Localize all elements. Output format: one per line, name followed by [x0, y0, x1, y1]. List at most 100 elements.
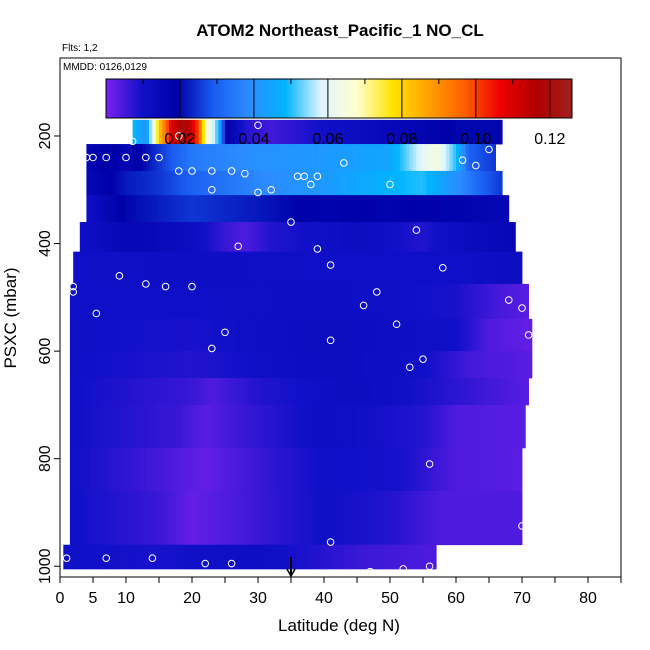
heatmap-cell — [370, 544, 374, 570]
heatmap-cell — [112, 170, 117, 196]
data-point — [234, 242, 242, 251]
heatmap-cell — [370, 378, 374, 406]
heatmap-cell — [234, 222, 239, 253]
heatmap-cell — [482, 351, 487, 379]
heatmap-cell — [357, 195, 361, 223]
heatmap-cell — [409, 170, 414, 196]
heatmap-cell — [383, 170, 388, 196]
heatmap-cell — [452, 222, 457, 253]
heatmap-cell — [234, 318, 239, 352]
heatmap-cell — [254, 318, 259, 352]
heatmap-cell — [231, 544, 236, 570]
heatmap-cell — [185, 378, 190, 406]
heatmap-cell — [182, 490, 186, 546]
heatmap-cell — [178, 318, 183, 352]
heatmap-cell — [416, 490, 421, 546]
heatmap-cell — [168, 195, 173, 223]
heatmap-cell — [132, 351, 137, 379]
heatmap-cell — [284, 447, 289, 492]
heatmap-cell — [109, 544, 114, 570]
heatmap-cell — [185, 251, 190, 285]
heatmap-cell — [380, 351, 384, 379]
heatmap-cell — [413, 195, 417, 223]
heatmap-cell — [310, 283, 315, 320]
heatmap-cell — [182, 378, 186, 406]
heatmap-cell — [456, 144, 460, 172]
heatmap-cell — [452, 119, 457, 145]
heatmap-cell — [83, 544, 87, 570]
heatmap-cell — [267, 195, 272, 223]
heatmap-cell — [479, 447, 483, 492]
heatmap-cell — [165, 404, 170, 449]
heatmap-cell — [129, 251, 133, 285]
heatmap-cell — [172, 447, 176, 492]
heatmap-cell — [152, 283, 157, 320]
heatmap-cell — [294, 251, 298, 285]
heatmap-cell — [139, 378, 143, 406]
heatmap-cell — [93, 378, 97, 406]
heatmap-cell — [168, 378, 173, 406]
heatmap-cell — [446, 447, 450, 492]
heatmap-cell — [198, 195, 203, 223]
heatmap-cell — [244, 222, 249, 253]
heatmap-cell — [234, 404, 239, 449]
heatmap-cell — [469, 251, 473, 285]
heatmap-cell — [518, 378, 523, 406]
heatmap-cell — [165, 283, 170, 320]
heatmap-cell — [380, 119, 384, 145]
heatmap-cell — [205, 251, 209, 285]
heatmap-cell — [505, 283, 510, 320]
heatmap-cell — [357, 222, 361, 253]
heatmap-cell — [439, 318, 444, 352]
heatmap-cell — [320, 351, 325, 379]
heatmap-cell — [254, 351, 259, 379]
heatmap-cell — [218, 251, 223, 285]
heatmap-cell — [432, 404, 437, 449]
heatmap-cell — [211, 222, 216, 253]
heatmap-cell — [337, 351, 341, 379]
heatmap-cell — [126, 144, 130, 172]
heatmap-cell — [489, 283, 493, 320]
heatmap-cell — [360, 318, 364, 352]
heatmap-cell — [277, 318, 282, 352]
heatmap-cell — [363, 490, 368, 546]
heatmap-cell — [155, 404, 160, 449]
heatmap-cell — [116, 490, 120, 546]
heatmap-cell — [498, 251, 503, 285]
heatmap-cell — [83, 490, 87, 546]
heatmap-cell — [211, 544, 216, 570]
heatmap-cell — [241, 318, 246, 352]
heatmap-cell — [175, 404, 180, 449]
heatmap-cell — [399, 195, 404, 223]
heatmap-cell — [258, 544, 262, 570]
heatmap-cell — [261, 404, 265, 449]
heatmap-cell — [317, 283, 322, 320]
heatmap-cell — [132, 144, 137, 172]
heatmap-cell — [446, 251, 450, 285]
heatmap-cell — [139, 222, 143, 253]
heatmap-cell — [426, 404, 430, 449]
heatmap-cell — [281, 170, 285, 196]
heatmap-cell — [211, 378, 216, 406]
heatmap-cell — [406, 195, 411, 223]
heatmap-cell — [333, 195, 338, 223]
heatmap-cell — [320, 119, 325, 145]
heatmap-cell — [228, 318, 232, 352]
heatmap-cell — [363, 283, 368, 320]
heatmap-cell — [152, 351, 157, 379]
heatmap-cell — [168, 404, 173, 449]
heatmap-cell — [436, 170, 440, 196]
heatmap-cell — [429, 170, 434, 196]
heatmap-cell — [337, 170, 341, 196]
heatmap-cell — [360, 251, 364, 285]
heatmap-cell — [225, 119, 229, 145]
heatmap-cell — [106, 144, 110, 172]
heatmap-cell — [149, 170, 153, 196]
heatmap-cell — [116, 144, 120, 172]
heatmap-cell — [406, 318, 411, 352]
heatmap-cell — [126, 283, 130, 320]
heatmap-cell — [327, 447, 331, 492]
heatmap-cell — [357, 251, 361, 285]
heatmap-cell — [399, 404, 404, 449]
heatmap-cell — [152, 170, 157, 196]
